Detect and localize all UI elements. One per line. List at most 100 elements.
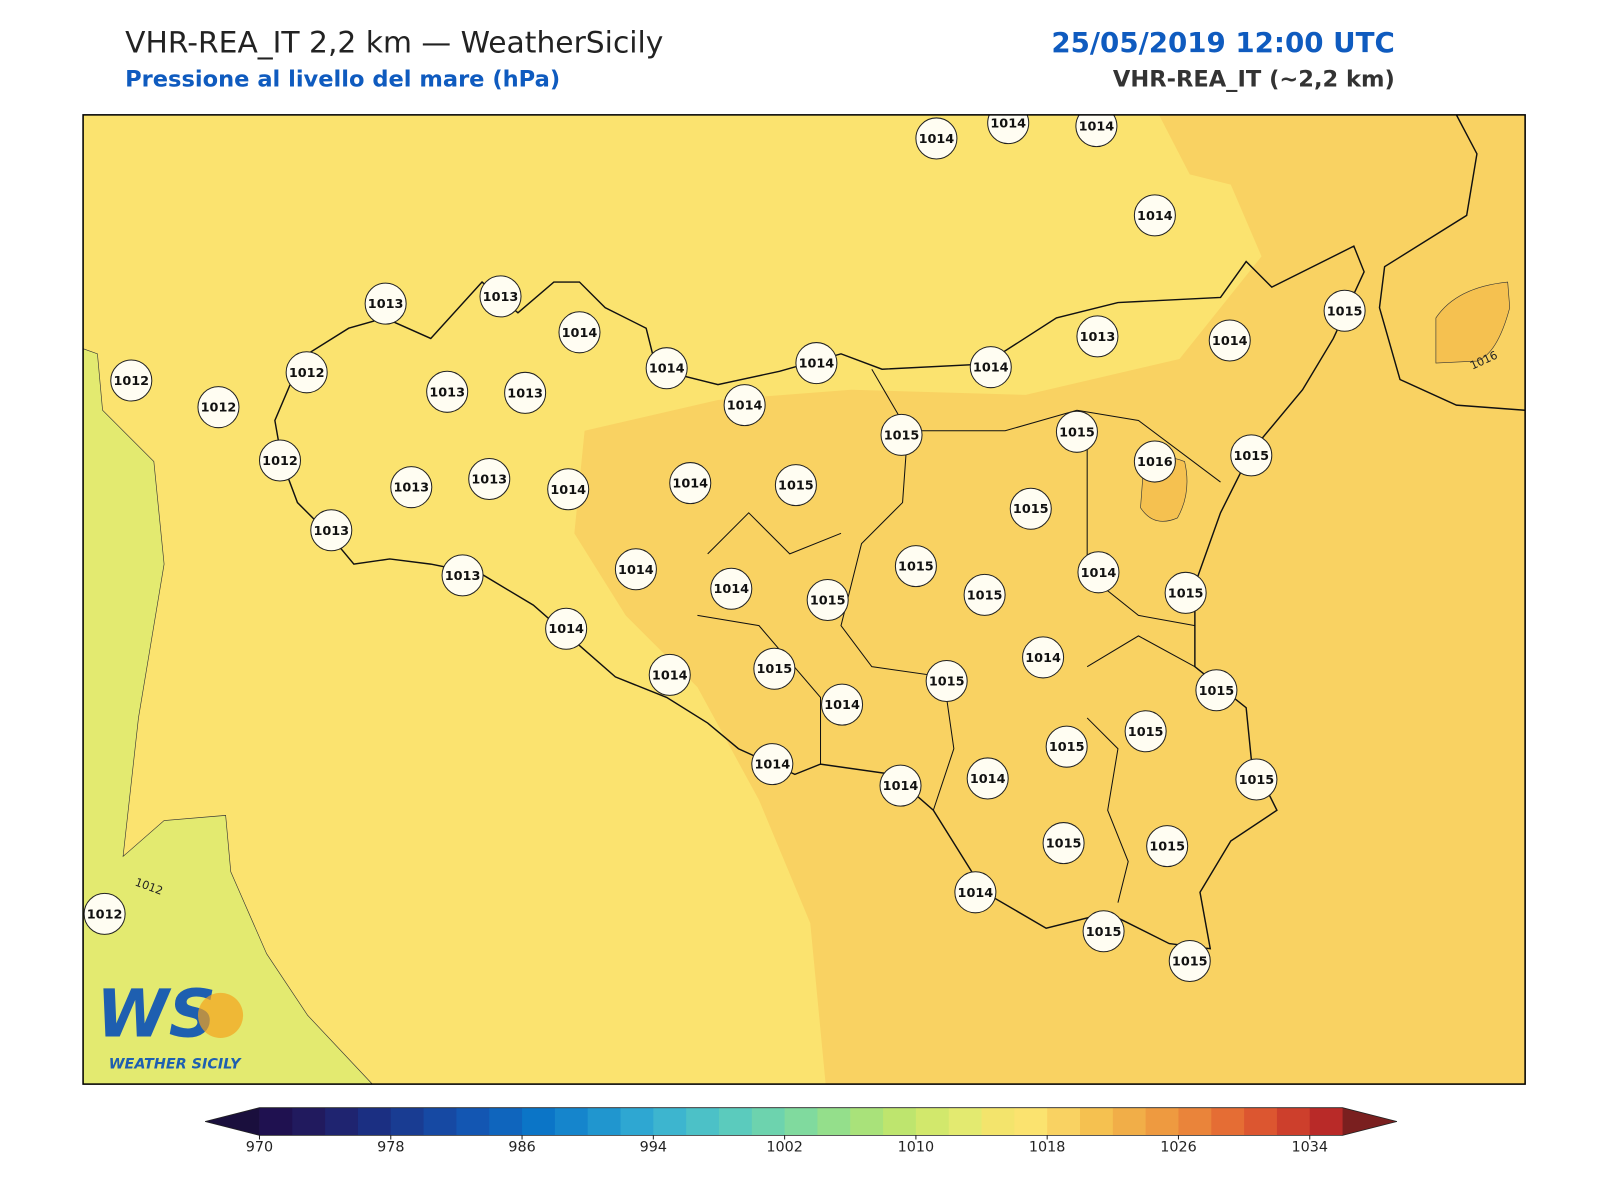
station-value: 1014 bbox=[1212, 334, 1248, 349]
station-value: 1015 bbox=[1046, 837, 1082, 852]
color-bin bbox=[357, 1107, 392, 1136]
logo-sun bbox=[197, 992, 244, 1038]
station-value: 1014 bbox=[754, 758, 790, 773]
color-bin bbox=[1014, 1107, 1048, 1136]
station-value: 1014 bbox=[1081, 566, 1117, 581]
station-value: 1012 bbox=[262, 454, 298, 469]
station: 1014 bbox=[966, 757, 1009, 800]
station-marker bbox=[310, 509, 353, 552]
station: 1012 bbox=[110, 359, 153, 402]
tick-label: 986 bbox=[508, 1140, 535, 1156]
station: 1015 bbox=[753, 647, 796, 690]
station-marker bbox=[1230, 434, 1273, 477]
station-marker bbox=[987, 114, 1030, 145]
station: 1013 bbox=[364, 282, 407, 325]
station: 1015 bbox=[1042, 822, 1085, 865]
coastline bbox=[1378, 114, 1526, 411]
station-marker bbox=[1076, 315, 1119, 358]
station-marker bbox=[468, 457, 511, 500]
station-value: 1014 bbox=[799, 357, 835, 372]
station-value: 1014 bbox=[652, 668, 688, 683]
logo-mark: WS bbox=[96, 977, 216, 1053]
station-value: 1016 bbox=[1137, 455, 1173, 470]
station-marker bbox=[83, 892, 126, 935]
color-bin bbox=[653, 1107, 687, 1136]
station: 1015 bbox=[1168, 940, 1211, 983]
station: 1014 bbox=[987, 114, 1030, 145]
tick-label: 1026 bbox=[1160, 1140, 1197, 1156]
station-marker bbox=[723, 384, 766, 427]
color-bin bbox=[1112, 1107, 1147, 1136]
map: 1014 1014 1014 1014 1013 1013 1014 1014 1014 1014… bbox=[83, 114, 1526, 1085]
logo-name: WEATHER SICILY bbox=[109, 1057, 242, 1073]
subtitle: Pressione al livello del mare (hPa) bbox=[125, 67, 560, 93]
station-marker bbox=[1042, 822, 1085, 865]
field bbox=[83, 348, 373, 1085]
tick-label: 1018 bbox=[1029, 1140, 1066, 1156]
station: 1015 bbox=[1009, 487, 1052, 530]
station-value: 1015 bbox=[1149, 840, 1185, 855]
tick-label: 970 bbox=[246, 1140, 273, 1156]
station-value: 1012 bbox=[289, 366, 325, 381]
station-marker bbox=[614, 548, 657, 591]
station-value: 1014 bbox=[550, 483, 586, 498]
station: 1014 bbox=[751, 743, 794, 786]
station: 1015 bbox=[1195, 669, 1238, 712]
station-value: 1015 bbox=[1128, 725, 1164, 740]
station: 1015 bbox=[1082, 910, 1125, 953]
station-value: 1013 bbox=[313, 524, 349, 539]
station-value: 1015 bbox=[1239, 773, 1275, 788]
station-value: 1014 bbox=[618, 563, 654, 578]
station-marker bbox=[1208, 319, 1251, 362]
station-marker bbox=[1133, 194, 1176, 237]
station-value: 1014 bbox=[958, 886, 994, 901]
station-marker bbox=[669, 462, 712, 505]
station-marker bbox=[954, 871, 997, 914]
station-marker bbox=[1235, 758, 1278, 801]
station: 1014 bbox=[558, 311, 601, 354]
color-bin bbox=[456, 1107, 490, 1136]
station: 1015 bbox=[1045, 725, 1088, 768]
station-value: 1013 bbox=[429, 385, 465, 400]
station: 1013 bbox=[426, 370, 469, 413]
station: 1014 bbox=[648, 653, 691, 696]
station: 1013 bbox=[390, 466, 433, 509]
station-value: 1015 bbox=[1049, 740, 1085, 755]
color-bin bbox=[259, 1107, 293, 1136]
station-marker bbox=[1133, 440, 1176, 483]
station-value: 1014 bbox=[973, 361, 1009, 376]
station-value: 1014 bbox=[1025, 651, 1061, 666]
station-value: 1015 bbox=[778, 479, 814, 494]
station: 1014 bbox=[547, 468, 590, 511]
station: 1013 bbox=[1076, 315, 1119, 358]
station-value: 1014 bbox=[713, 582, 749, 597]
station-value: 1015 bbox=[1013, 502, 1049, 517]
color-bin bbox=[390, 1107, 425, 1136]
station-value: 1014 bbox=[824, 698, 860, 713]
color-bin bbox=[718, 1107, 753, 1136]
station-value: 1015 bbox=[757, 662, 793, 677]
color-bin bbox=[817, 1107, 851, 1136]
station-marker bbox=[479, 275, 522, 318]
color-bin bbox=[751, 1107, 786, 1136]
station-marker bbox=[915, 117, 958, 160]
station-value: 1015 bbox=[1172, 955, 1208, 970]
field bbox=[1435, 281, 1511, 364]
tick-label: 1034 bbox=[1291, 1140, 1328, 1156]
station-marker bbox=[1009, 487, 1052, 530]
station-value: 1013 bbox=[483, 290, 519, 305]
station: 1015 bbox=[1230, 434, 1273, 477]
title: VHR-REA_IT 2,2 km — WeatherSicily bbox=[125, 26, 663, 61]
station: 1014 bbox=[821, 683, 864, 726]
station-marker bbox=[1077, 551, 1120, 594]
station: 1015 bbox=[925, 660, 968, 703]
station-value: 1012 bbox=[113, 374, 149, 389]
color-bin bbox=[1276, 1107, 1311, 1136]
station: 1013 bbox=[468, 457, 511, 500]
extend-over bbox=[1342, 1107, 1397, 1136]
station-marker bbox=[880, 413, 923, 456]
station-marker bbox=[390, 466, 433, 509]
logo: WS WEATHER SICILY bbox=[96, 977, 244, 1073]
tick-label: 1002 bbox=[766, 1140, 803, 1156]
